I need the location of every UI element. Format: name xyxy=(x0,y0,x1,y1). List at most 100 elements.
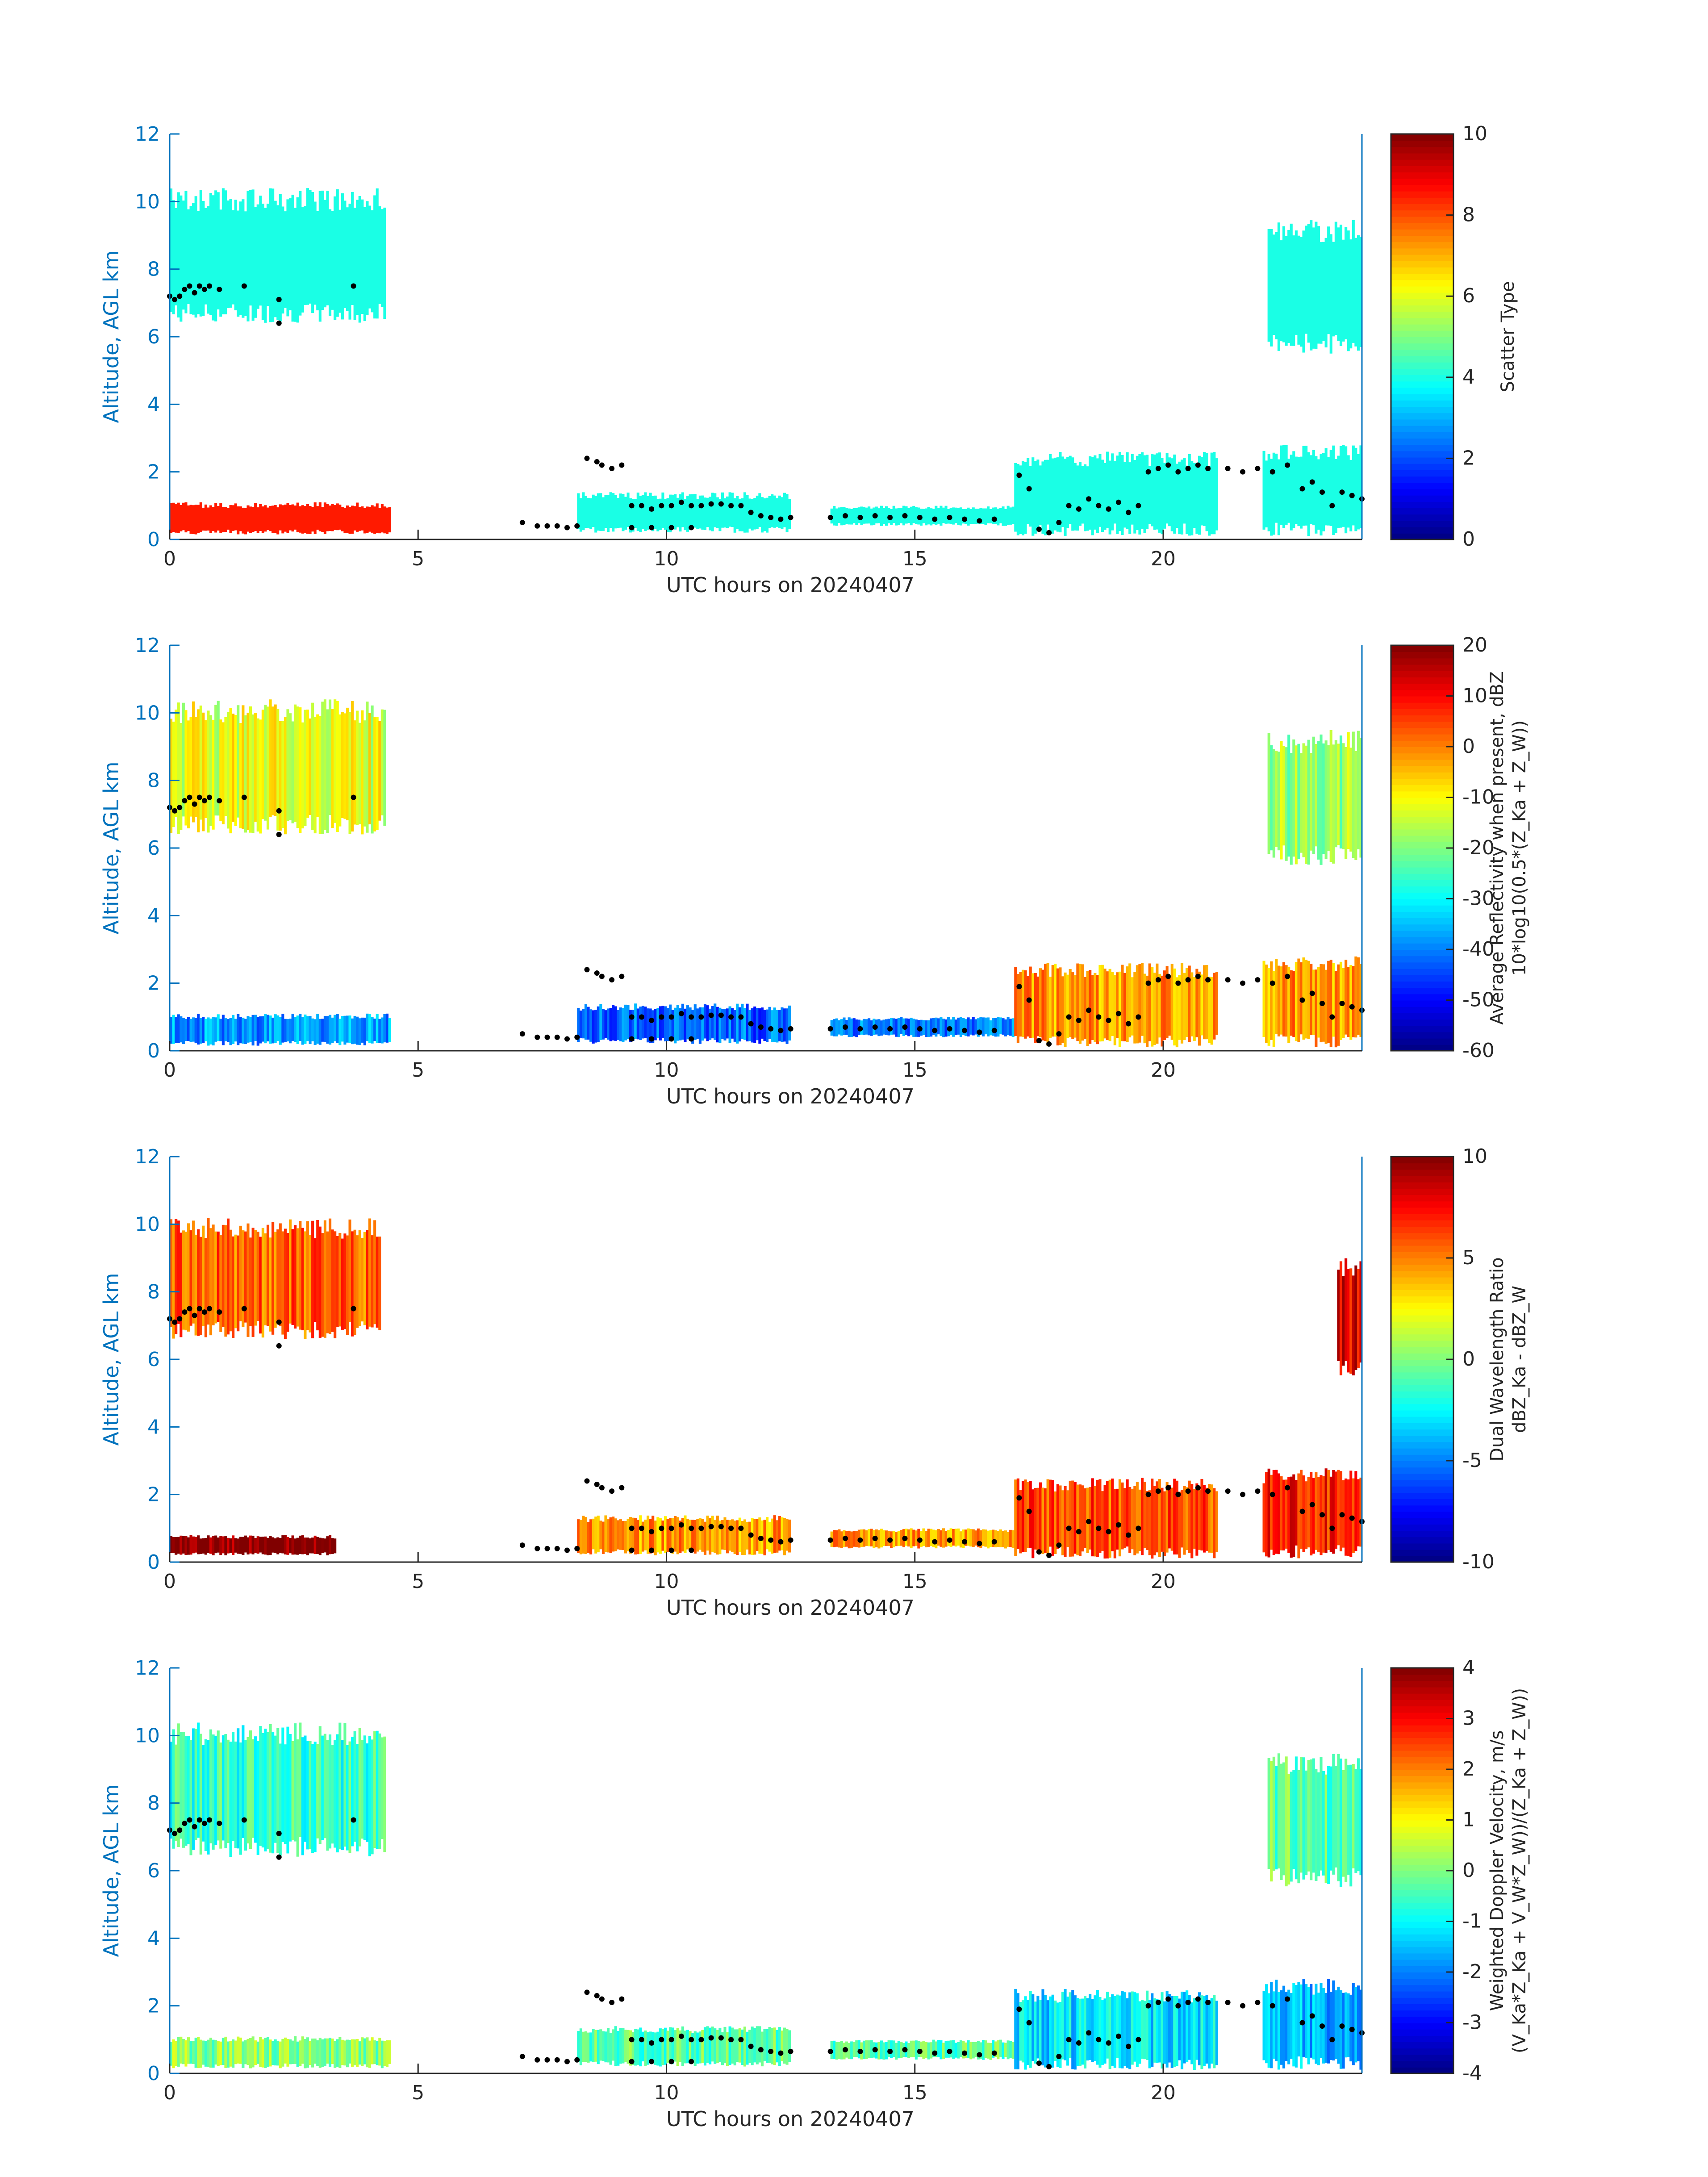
colorbar-swatch xyxy=(1391,482,1453,489)
colorbar-swatch xyxy=(1391,1896,1453,1903)
cloud-marker xyxy=(1046,530,1052,535)
cloud-marker xyxy=(708,501,714,507)
data-column xyxy=(346,2039,349,2068)
data-column xyxy=(895,1532,898,1546)
data-column xyxy=(363,1017,366,1045)
data-column xyxy=(1305,1770,1308,1876)
colorbar-swatch xyxy=(1391,689,1453,697)
cloud-marker xyxy=(1285,1485,1290,1491)
data-column xyxy=(232,210,235,305)
cloud-marker xyxy=(1309,990,1315,996)
data-column xyxy=(276,1015,280,1041)
data-column xyxy=(599,1521,602,1550)
data-column xyxy=(194,196,197,318)
data-column xyxy=(214,1535,217,1554)
data-column xyxy=(192,1536,195,1554)
data-column xyxy=(684,1008,687,1042)
data-column xyxy=(274,704,277,816)
colorbar-swatch xyxy=(1391,1461,1453,1468)
data-column xyxy=(351,192,354,305)
cloud-marker xyxy=(187,1817,192,1823)
data-column xyxy=(592,494,595,527)
data-column xyxy=(885,1530,888,1546)
data-column xyxy=(1006,2040,1010,2060)
data-column xyxy=(291,1741,294,1841)
data-column xyxy=(952,1017,955,1037)
data-column xyxy=(1193,1998,1196,2070)
data-column xyxy=(716,497,719,528)
data-column xyxy=(711,2027,714,2062)
data-column xyxy=(1290,455,1293,531)
cloud-marker xyxy=(207,283,212,289)
colorbar-swatch xyxy=(1391,1845,1453,1852)
data-column xyxy=(880,506,883,526)
data-column xyxy=(1305,1481,1308,1549)
cloud-marker xyxy=(1136,1014,1141,1020)
data-column xyxy=(363,1232,366,1325)
data-column xyxy=(890,2040,893,2058)
cloud-marker xyxy=(1026,1508,1032,1514)
data-column xyxy=(318,1019,322,1045)
data-column xyxy=(1084,1488,1087,1548)
data-column xyxy=(877,508,881,523)
data-column xyxy=(296,1228,299,1327)
data-column xyxy=(329,209,332,316)
data-column xyxy=(1165,1991,1169,2068)
colorbar-swatch xyxy=(1391,1693,1453,1700)
data-column xyxy=(1126,1479,1129,1547)
cloud-marker xyxy=(1026,2020,1032,2026)
data-column xyxy=(323,699,326,830)
data-column xyxy=(331,1745,334,1844)
data-column xyxy=(246,1737,250,1844)
data-column xyxy=(264,1536,267,1555)
cloud-marker xyxy=(728,1525,734,1531)
colorbar-swatch xyxy=(1391,1934,1453,1941)
data-column xyxy=(1332,744,1335,864)
data-column xyxy=(977,509,980,524)
data-column xyxy=(373,1731,376,1848)
colorbar-swatch xyxy=(1391,1251,1453,1258)
cloud-marker xyxy=(584,967,590,973)
colorbar-swatch xyxy=(1391,1718,1453,1726)
data-column xyxy=(654,1520,657,1555)
colorbar-swatch xyxy=(1391,1972,1453,1979)
data-column xyxy=(346,207,349,311)
data-column xyxy=(1357,1985,1360,2061)
cloud-marker xyxy=(192,1824,197,1830)
data-column xyxy=(1265,1984,1268,2064)
y-tick-label: 12 xyxy=(135,1145,160,1168)
cloud-marker xyxy=(1145,980,1151,986)
data-column xyxy=(579,1520,582,1554)
cloud-marker xyxy=(584,455,590,461)
colorbar-swatch xyxy=(1391,222,1453,230)
data-column xyxy=(356,1744,359,1851)
data-column xyxy=(1208,1484,1211,1553)
colorbar-swatch xyxy=(1391,1940,1453,1947)
data-column xyxy=(940,1530,943,1547)
colorbar-swatch xyxy=(1391,2029,1453,2036)
data-column xyxy=(177,502,180,533)
data-column xyxy=(304,206,307,305)
cloud-marker xyxy=(554,1034,560,1040)
data-column xyxy=(882,2042,885,2060)
data-column xyxy=(666,1519,669,1552)
data-column xyxy=(949,1528,952,1547)
cloud-marker xyxy=(668,2037,674,2043)
colorbar-swatch xyxy=(1391,1372,1453,1379)
data-column xyxy=(1111,972,1114,1036)
colorbar-swatch xyxy=(1391,1410,1453,1417)
data-column xyxy=(1357,454,1360,530)
colorbar-swatch xyxy=(1391,1467,1453,1474)
data-column xyxy=(341,1238,344,1330)
data-column xyxy=(1310,1472,1313,1556)
data-column xyxy=(266,2037,270,2067)
cloud-marker xyxy=(1195,1996,1201,2002)
x-axis-label: UTC hours on 20240407 xyxy=(666,573,915,597)
cloud-marker xyxy=(718,2035,724,2041)
data-column xyxy=(1071,457,1074,531)
data-column xyxy=(1334,459,1337,533)
data-column xyxy=(212,719,215,830)
data-column xyxy=(1061,1992,1065,2060)
data-column xyxy=(597,1515,600,1553)
data-column xyxy=(353,506,356,531)
